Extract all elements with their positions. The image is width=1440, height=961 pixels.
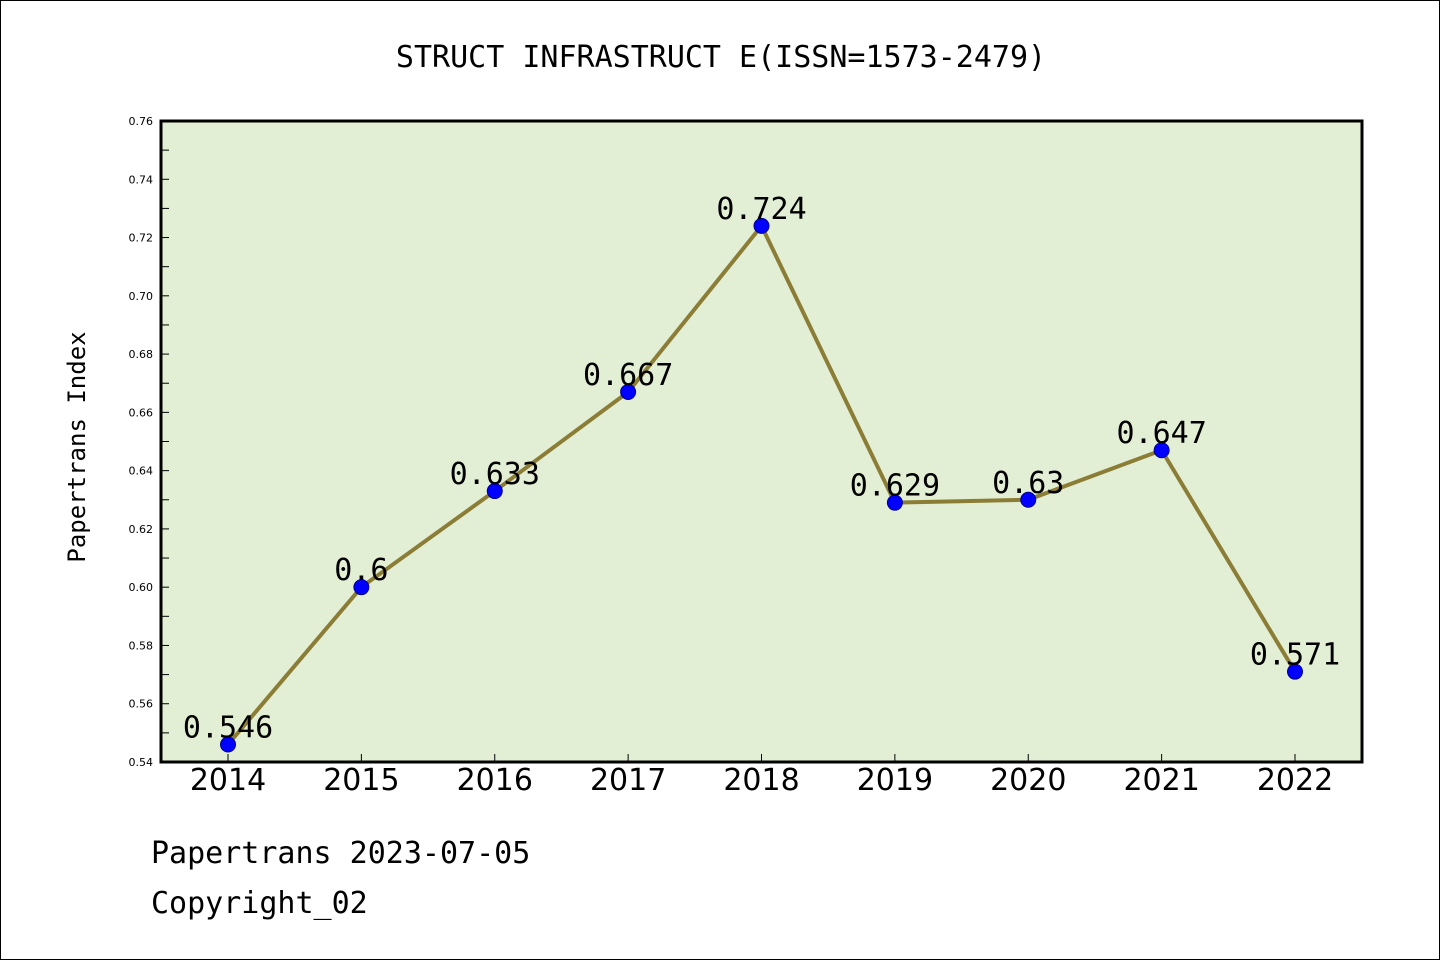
data-point xyxy=(753,217,770,234)
y-tick-label: 0.54 xyxy=(129,756,154,769)
data-point xyxy=(486,483,503,500)
data-label: 0.546 xyxy=(183,711,273,746)
y-tick-label: 0.70 xyxy=(129,290,154,303)
data-point xyxy=(1287,663,1303,680)
y-tick-label: 0.60 xyxy=(129,581,154,594)
data-point xyxy=(620,383,637,400)
data-label: 0.633 xyxy=(450,457,540,492)
chart-title: STRUCT INFRASTRUCT E(ISSN=1573-2479) xyxy=(396,40,1046,75)
x-tick-label: 2019 xyxy=(857,763,933,798)
footer-date: Papertrans 2023-07-05 xyxy=(151,836,531,871)
x-tick-label: 2018 xyxy=(723,763,799,798)
data-point xyxy=(1153,442,1170,459)
data-label: 0.6 xyxy=(334,553,388,588)
y-tick-label: 0.64 xyxy=(129,465,154,478)
data-label: 0.571 xyxy=(1250,638,1340,673)
y-axis-ticks: 0.54 0.56 0.58 0.60 0.62 0.64 0.66 0.68 0.70 0.72… xyxy=(129,115,169,769)
x-tick-label: 2022 xyxy=(1257,763,1333,798)
data-point xyxy=(1020,491,1037,508)
data-label: 0.667 xyxy=(583,358,673,393)
y-tick-label: 0.72 xyxy=(129,232,154,245)
y-tick-label: 0.74 xyxy=(129,173,154,186)
x-axis-ticks: 2014 2015 2016 2017 2018 2019 2020 2021 2022 xyxy=(190,754,1333,798)
data-label: 0.629 xyxy=(850,469,940,504)
data-point xyxy=(886,494,903,511)
x-tick-label: 2016 xyxy=(457,763,533,798)
y-tick-label: 0.56 xyxy=(129,698,154,711)
x-tick-label: 2021 xyxy=(1123,763,1199,798)
data-point xyxy=(220,736,236,753)
y-tick-label: 0.68 xyxy=(129,348,154,361)
x-tick-label: 2017 xyxy=(590,763,666,798)
x-tick-label: 2015 xyxy=(323,763,399,798)
y-tick-label: 0.76 xyxy=(129,115,154,128)
plot-border xyxy=(159,119,1364,764)
y-tick-label: 0.66 xyxy=(129,406,154,419)
x-tick-label: 2014 xyxy=(190,763,266,798)
data-label: 0.647 xyxy=(1116,416,1206,451)
data-labels: 0.546 0.6 0.633 0.667 0.724 0.629 0.63 0.647 0.5… xyxy=(183,192,1340,746)
data-label: 0.63 xyxy=(992,466,1064,501)
data-label: 0.724 xyxy=(716,192,806,227)
data-point xyxy=(353,579,370,596)
y-tick-label: 0.62 xyxy=(129,523,154,536)
data-points xyxy=(220,217,1303,753)
y-tick-label: 0.58 xyxy=(129,639,154,652)
y-axis-label: Papertrans Index xyxy=(63,331,91,562)
x-tick-label: 2020 xyxy=(990,763,1066,798)
footer-copyright: Copyright_02 xyxy=(151,886,368,921)
